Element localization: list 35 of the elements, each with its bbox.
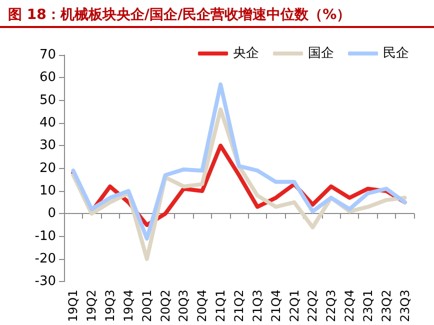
legend-label: 国企 [308, 46, 334, 61]
y-tick-label: 50 [39, 92, 56, 108]
x-tick-label: 20Q2 [158, 290, 172, 322]
x-tick-label: 21Q3 [250, 290, 264, 322]
x-tick-label: 19Q1 [66, 290, 80, 322]
y-tick-label: 10 [39, 183, 56, 198]
x-tick-label: 23Q3 [398, 290, 412, 322]
x-tick-label: 21Q1 [214, 290, 228, 322]
y-tick-label: 70 [39, 48, 56, 62]
legend-label: 民企 [383, 46, 409, 61]
x-tick-label: 20Q3 [176, 290, 191, 322]
y-tick-label: -20 [34, 251, 56, 266]
x-tick-label: 20Q1 [140, 290, 154, 322]
x-tick-label: 22Q4 [342, 290, 357, 322]
x-tick-label: 22Q1 [287, 290, 302, 322]
line-series [71, 82, 407, 241]
chart-title: 图 18：机械板块央企/国企/民企营收增速中位数（%） [8, 6, 351, 24]
x-tick-label: 22Q3 [324, 290, 338, 322]
legend-label: 央企 [233, 46, 259, 61]
x-tick-label: 23Q1 [360, 290, 375, 322]
x-tick-label: 21Q4 [268, 290, 283, 322]
x-tick-label: 19Q3 [103, 290, 118, 322]
x-tick-label: 21Q2 [232, 290, 246, 322]
y-tick-label: 30 [39, 138, 56, 154]
y-tick-label: 20 [39, 160, 56, 176]
y-tick-label: 40 [39, 115, 56, 130]
x-tick-label: 20Q4 [195, 290, 210, 322]
x-tick-label: 23Q2 [379, 290, 394, 322]
x-tick-label: 19Q2 [84, 290, 99, 322]
y-tick-label: -30 [34, 274, 56, 290]
x-tick-label: 22Q2 [306, 290, 320, 322]
y-tick-label: 0 [48, 206, 56, 222]
y-tick-label: -10 [34, 228, 56, 244]
y-tick-label: 60 [39, 70, 56, 86]
x-tick-label: 19Q4 [121, 290, 136, 322]
